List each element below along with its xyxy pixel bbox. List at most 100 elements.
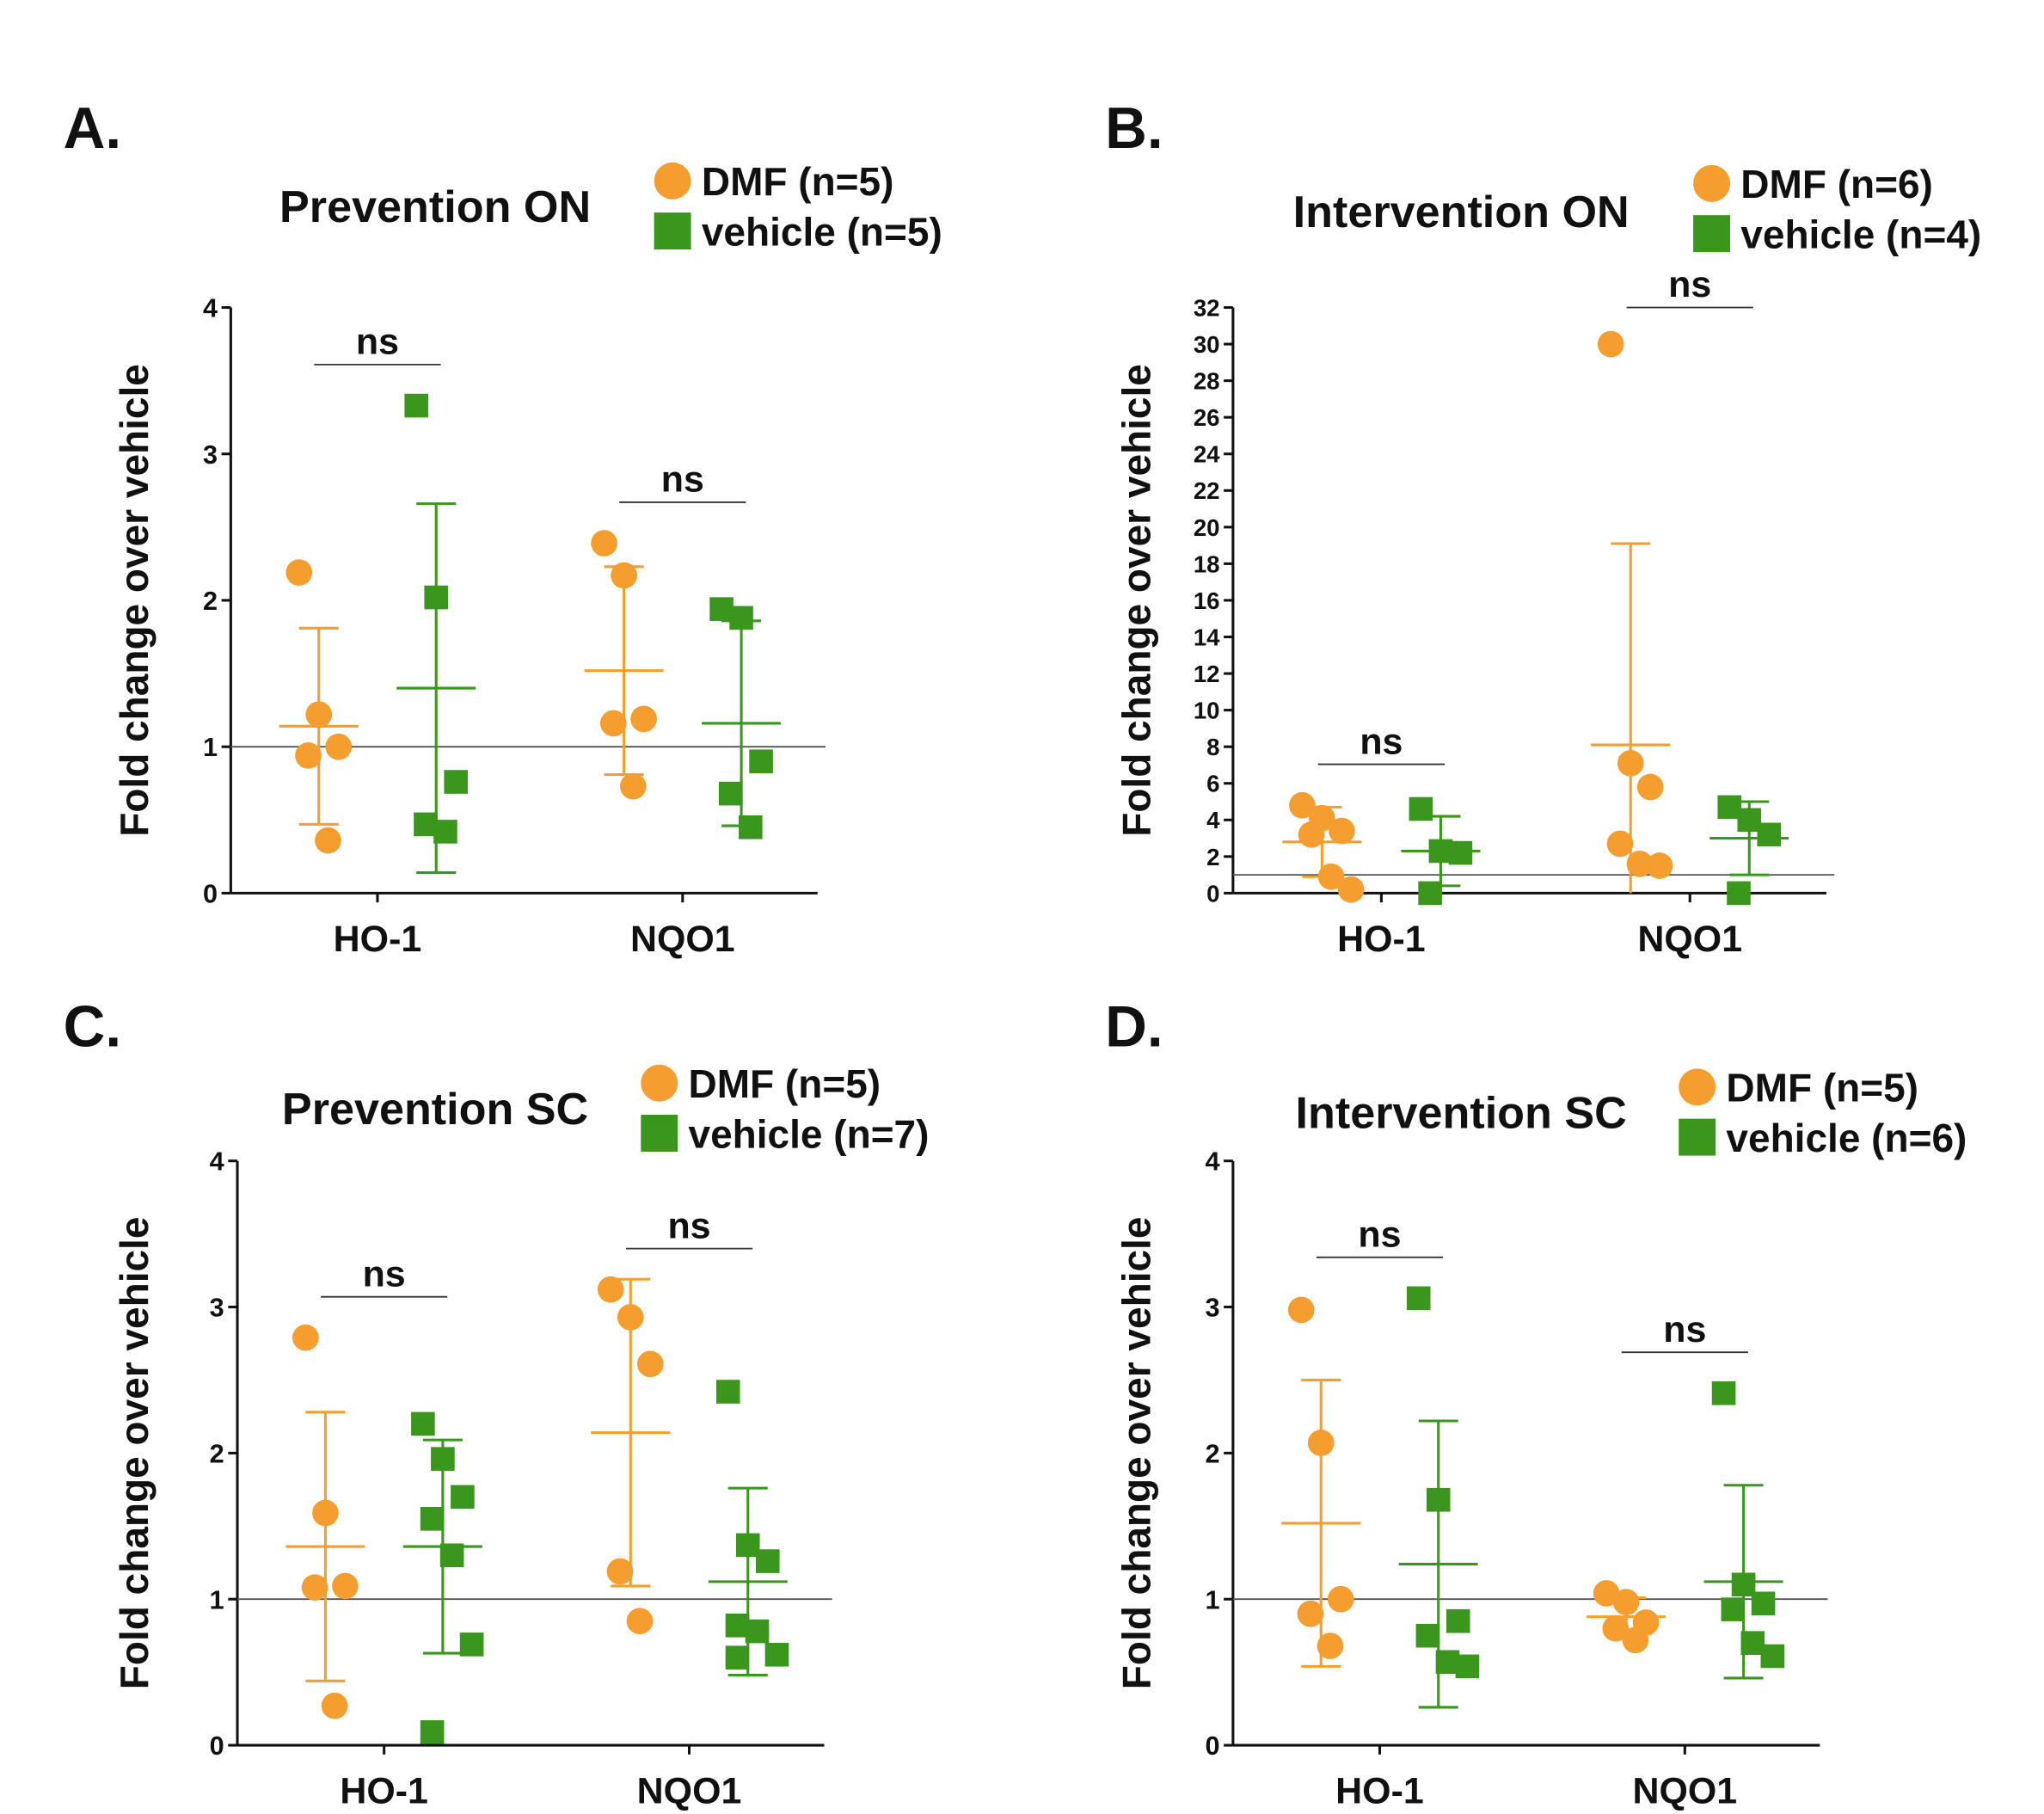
data-point: [1727, 881, 1751, 906]
significance-label: ns: [1358, 1214, 1401, 1256]
data-point: [321, 1692, 348, 1719]
legend-label: DMF (n=6): [1740, 162, 1933, 206]
y-tick-label: 12: [1194, 661, 1220, 687]
data-point: [1287, 1296, 1315, 1324]
significance-label: ns: [661, 459, 704, 501]
significance-label: ns: [1668, 264, 1711, 305]
x-tick-label: HO-1: [334, 919, 422, 960]
legend-label: vehicle (n=7): [689, 1111, 930, 1156]
error-group: [396, 502, 476, 875]
y-tick-label: 24: [1194, 441, 1220, 468]
y-axis-label: Fold change over vehicle: [112, 364, 157, 837]
y-tick-label: 4: [210, 1147, 224, 1177]
legend-marker: [641, 1064, 678, 1102]
data-point: [739, 815, 763, 839]
legend-label: vehicle (n=4): [1740, 212, 1981, 256]
panel: B. Intervention ON Fold change over vehicl…: [1105, 96, 1981, 960]
y-tick-label: 6: [1206, 771, 1219, 797]
y-tick-label: 22: [1194, 477, 1220, 504]
significance-label: ns: [667, 1205, 710, 1246]
data-point: [411, 1411, 435, 1436]
legend-marker: [1693, 215, 1731, 253]
legend-marker: [654, 162, 691, 200]
significance-label: ns: [1360, 721, 1403, 762]
data-point: [1297, 1600, 1324, 1627]
error-group: [285, 1411, 365, 1682]
error-group: [584, 565, 664, 777]
y-tick-label: 2: [1205, 1439, 1219, 1468]
data-point: [1622, 1626, 1649, 1654]
data-point: [305, 701, 333, 729]
data-point: [1636, 773, 1664, 801]
y-tick-label: 2: [203, 587, 218, 616]
data-point: [1327, 1585, 1354, 1613]
legend-label: vehicle (n=6): [1726, 1116, 1967, 1160]
data-point: [755, 1549, 780, 1573]
data-point: [636, 1350, 664, 1378]
y-tick-label: 3: [203, 440, 218, 470]
y-tick-label: 2: [1206, 844, 1219, 870]
data-point: [619, 772, 647, 800]
y-tick-label: 0: [1206, 880, 1219, 907]
y-tick-label: 3: [1205, 1294, 1219, 1323]
error-group: [1281, 1378, 1361, 1668]
x-tick-label: HO-1: [1335, 1771, 1424, 1812]
data-point: [1446, 1608, 1470, 1633]
legend-label: vehicle (n=5): [702, 209, 942, 254]
data-point: [1289, 791, 1316, 819]
data-point: [459, 1633, 484, 1657]
panel-letter: B.: [1105, 96, 1163, 161]
data-point: [404, 393, 429, 418]
y-tick-label: 8: [1206, 734, 1219, 760]
data-point: [1307, 1430, 1335, 1456]
data-point: [597, 1276, 624, 1303]
data-point: [1593, 1580, 1620, 1607]
data-point: [749, 749, 773, 773]
data-point: [424, 585, 449, 610]
legend-marker: [641, 1115, 678, 1152]
legend-marker: [1693, 164, 1731, 202]
data-point: [611, 562, 637, 589]
significance-label: ns: [356, 322, 399, 363]
data-point: [1455, 1654, 1480, 1679]
data-point: [1597, 330, 1624, 358]
panel: D. Intervention SC Fold change over vehicl…: [1105, 994, 1967, 1811]
legend-label: DMF (n=5): [689, 1061, 881, 1106]
legend-marker: [654, 212, 691, 250]
data-point: [1757, 822, 1782, 847]
data-point: [295, 742, 322, 769]
data-point: [1298, 821, 1325, 848]
data-point: [439, 1543, 464, 1568]
panel-letter: C.: [64, 994, 121, 1059]
panel: C. Prevention SC Fold change over vehicle D…: [64, 994, 930, 1811]
chart-title: Prevention SC: [282, 1085, 588, 1135]
data-point: [764, 1642, 789, 1667]
data-point: [420, 1507, 445, 1531]
data-point: [1721, 1597, 1746, 1621]
legend-label: DMF (n=5): [702, 159, 894, 204]
data-point: [1418, 881, 1442, 906]
data-point: [332, 1572, 359, 1600]
data-point: [1426, 1487, 1451, 1512]
y-tick-label: 4: [203, 294, 218, 323]
y-axis-label: Fold change over vehicle: [1114, 364, 1158, 837]
data-point: [1646, 852, 1673, 879]
y-tick-label: 4: [1205, 1147, 1219, 1177]
data-point: [301, 1574, 328, 1601]
chart-title: Intervention ON: [1293, 188, 1630, 237]
data-point: [1626, 851, 1654, 877]
y-tick-label: 14: [1194, 624, 1220, 650]
y-axis-label: Fold change over vehicle: [1114, 1217, 1158, 1690]
significance-label: ns: [1663, 1309, 1706, 1350]
data-point: [420, 1719, 445, 1744]
x-tick-label: NQO1: [1633, 1771, 1738, 1812]
y-tick-label: 0: [203, 879, 218, 908]
data-point: [325, 733, 353, 760]
data-point: [1406, 1286, 1431, 1311]
data-point: [1317, 863, 1345, 890]
error-group: [1591, 542, 1671, 894]
significance-label: ns: [363, 1253, 406, 1294]
data-point: [1602, 1614, 1630, 1642]
legend-marker: [1679, 1118, 1716, 1156]
